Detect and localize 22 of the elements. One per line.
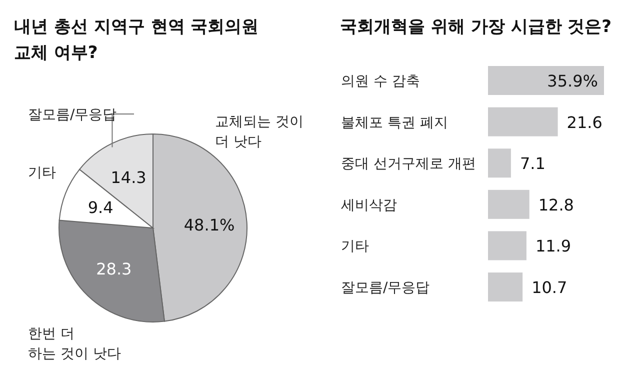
slice-label: 기타: [28, 165, 56, 182]
y-tick-label: 잘모름/무응답: [341, 280, 430, 296]
data-label: 9.4: [88, 198, 114, 218]
y-tick-label: 세비삭감: [341, 197, 397, 214]
slice-label: 교체되는 것이 더 낫다: [215, 114, 304, 150]
data-label: 48.1%: [184, 216, 235, 235]
y-tick-label: 중대 선거구제로 개편: [341, 156, 476, 172]
chart-title: 내년 총선 지역구 현역 국회의원 교체 여부?: [14, 17, 259, 63]
data-label: 21.6: [566, 112, 602, 132]
data-label: 14.3: [110, 168, 146, 188]
data-label: 12.8: [538, 195, 574, 214]
data-label: 7.1: [520, 154, 546, 174]
y-tick-label: 기타: [341, 238, 369, 255]
y-tick-label: 불체포 특권 폐지: [341, 114, 448, 131]
chart-title: 국회개혁을 위해 가장 시급한 것은?: [340, 17, 612, 37]
slice-label: 잘모름/무응답: [28, 107, 117, 123]
slice-label: 한번 더 하는 것이 낫다: [28, 326, 121, 362]
data-label: 28.3: [96, 260, 132, 279]
y-tick-label: 의원 수 감축: [341, 74, 420, 90]
data-label: 10.7: [532, 278, 568, 297]
data-label: 35.9%: [547, 72, 598, 90]
data-label: 11.9: [535, 236, 572, 256]
